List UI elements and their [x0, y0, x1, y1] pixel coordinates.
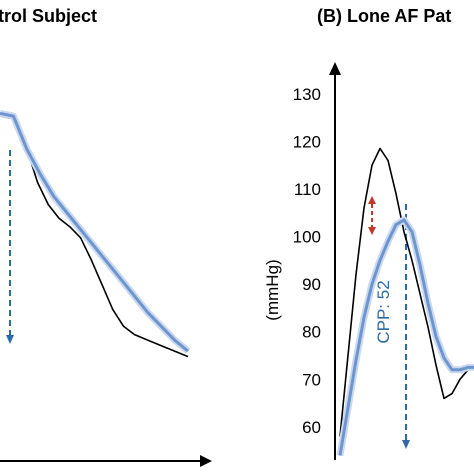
- panel-b-cpp-arrowhead: [402, 440, 410, 449]
- panel-b-series-0-line: [339, 147, 474, 437]
- panel-b-series-1-line: [338, 218, 474, 456]
- panel-b-y-tick-100: 100: [293, 228, 321, 247]
- panel-b-plot-area: [336, 147, 474, 457]
- panel-b: (B) Lone AF Pat (mmHg) 130 120 110 100 90 80 7…: [263, 6, 474, 460]
- panel-b-y-axis-label: (mmHg): [263, 259, 282, 320]
- panel-b-title: (B) Lone AF Pat: [317, 6, 451, 26]
- panel-a-series-1-line: [0, 111, 189, 353]
- panel-b-y-tick-60: 60: [302, 418, 321, 437]
- panel-b-y-tick-80: 80: [302, 323, 321, 342]
- panel-b-difference-arrowhead-down: [368, 227, 376, 235]
- panel-a-title: trol Subject: [0, 6, 97, 26]
- panel-b-y-axis-arrowhead: [329, 62, 341, 75]
- panel-a-plot-area: [0, 109, 191, 358]
- panel-b-difference-arrowhead-up: [368, 196, 376, 204]
- panel-b-y-tick-110: 110: [294, 180, 321, 199]
- panel-b-y-tick-130: 130: [293, 85, 321, 104]
- panel-a-x-axis-arrowhead: [200, 455, 212, 467]
- panel-b-y-tick-120: 120: [293, 132, 321, 151]
- panel-a: trol Subject: [0, 6, 212, 467]
- panel-a-series-0-line: [0, 115, 189, 358]
- panel-b-cpp-annotation: CPP: 52: [374, 280, 393, 343]
- panel-b-y-tick-90: 90: [302, 275, 321, 294]
- panel-b-y-tick-70: 70: [302, 370, 321, 389]
- panel-b-y-ticks: 130 120 110 100 90 80 70 60: [293, 85, 321, 437]
- panel-a-peak-marker-arrowhead: [6, 335, 14, 344]
